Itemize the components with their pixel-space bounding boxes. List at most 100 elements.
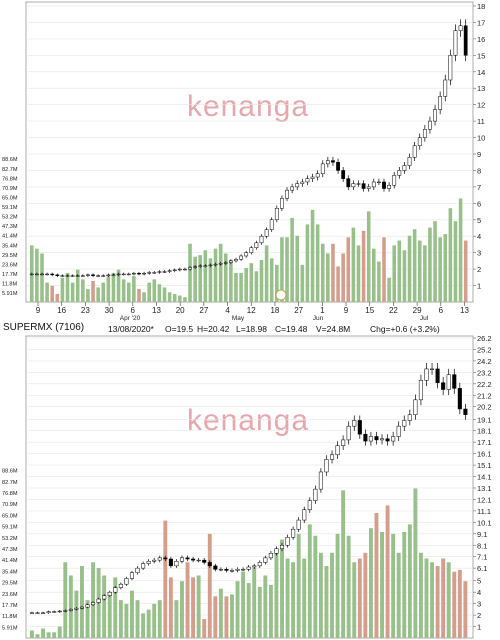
- candle-body: [320, 163, 325, 174]
- candle-body: [244, 252, 249, 257]
- candle-body: [168, 558, 173, 567]
- candle-body: [361, 183, 366, 189]
- candle-body: [80, 275, 85, 277]
- volume-bar: [106, 276, 111, 302]
- candle-body: [46, 611, 51, 614]
- volume-bar: [315, 224, 320, 302]
- candle-body: [79, 606, 84, 609]
- candle-body: [291, 528, 296, 538]
- candle-body: [185, 557, 190, 560]
- volume-bar: [463, 581, 468, 638]
- candle-body: [174, 561, 179, 567]
- volume-bar: [285, 237, 289, 302]
- volume-bar: [111, 272, 116, 302]
- candle-body: [35, 612, 40, 614]
- candle-body: [102, 595, 107, 600]
- volume-bar: [157, 600, 162, 638]
- volume-tick-label: 5.91M: [2, 625, 18, 631]
- price-tick-label: 11.1: [477, 507, 491, 516]
- volume-tick-label: 65.0M: [2, 513, 18, 519]
- candle-body: [458, 25, 463, 31]
- candle-body: [257, 562, 262, 567]
- x-tick-label: 30: [105, 306, 114, 315]
- candle-body: [352, 420, 357, 427]
- candle-body: [228, 260, 233, 263]
- volume-bar: [424, 558, 429, 638]
- volume-tick-label: 23.6M: [2, 262, 18, 268]
- candle-body: [106, 274, 111, 276]
- candle-body: [85, 604, 90, 608]
- candle-body: [259, 235, 264, 244]
- volume-bar: [357, 558, 362, 638]
- volume-bar: [163, 520, 168, 638]
- volume-bar: [336, 266, 340, 302]
- price-tick-label: 16: [477, 35, 485, 44]
- volume-bar: [213, 248, 218, 302]
- candle-body: [75, 275, 80, 277]
- volume-bar: [57, 626, 62, 638]
- candle-body: [324, 459, 329, 473]
- candle-body: [307, 500, 312, 511]
- volume-bar: [102, 575, 107, 638]
- volume-tick-label: 76.8M: [2, 491, 18, 497]
- candle-body: [208, 264, 213, 267]
- price-tick-label: 7: [477, 183, 481, 192]
- volume-tick-label: 70.9M: [2, 502, 18, 508]
- candle-body: [60, 275, 65, 277]
- price-tick-label: 12.1: [477, 495, 492, 504]
- volume-bar: [180, 581, 184, 638]
- volume-bar: [275, 264, 279, 302]
- volume-bar: [269, 258, 274, 302]
- volume-bar: [40, 253, 44, 302]
- volume-bar: [324, 566, 329, 638]
- volume-bar: [330, 552, 334, 638]
- volume-bar: [191, 577, 196, 638]
- candle-body: [183, 268, 187, 271]
- candle-body: [433, 109, 437, 122]
- price-tick-label: 5: [477, 577, 481, 586]
- candle-body: [68, 609, 73, 611]
- volume-bar: [75, 269, 80, 302]
- x-tick-label: 27: [294, 306, 303, 315]
- volume-bar: [423, 245, 427, 302]
- event-marker-icon: [275, 289, 287, 301]
- candle-body: [35, 273, 39, 276]
- volume-bar: [346, 237, 351, 302]
- top-chart: kenanga12345678910111213141516171888.6M8…: [2, 1, 485, 322]
- candle-body: [157, 557, 162, 561]
- candle-body: [422, 129, 427, 138]
- volume-bar: [443, 234, 448, 302]
- candle-body: [172, 269, 177, 272]
- x-tick-label: 9: [344, 306, 349, 315]
- volume-bar: [218, 588, 223, 638]
- candle-body: [387, 184, 391, 189]
- volume-bar: [263, 575, 268, 638]
- candle-body: [235, 569, 240, 571]
- candle-body: [290, 186, 295, 191]
- candle-body: [213, 263, 218, 266]
- volume-bar: [285, 558, 290, 638]
- volume-bar: [457, 569, 462, 638]
- candle-body: [441, 382, 446, 390]
- x-tick-label: 6: [131, 306, 136, 315]
- price-tick-label: 18.1: [477, 427, 492, 436]
- candle-body: [424, 368, 429, 381]
- candle-body: [391, 436, 396, 442]
- volume-bar: [178, 295, 182, 302]
- volume-bar: [196, 575, 201, 638]
- volume-bar: [458, 198, 463, 302]
- candle-body: [356, 183, 361, 185]
- candle-body: [52, 611, 57, 613]
- month-label: May: [232, 315, 245, 322]
- price-tick-label: 4: [477, 232, 481, 241]
- candle-body: [407, 414, 412, 421]
- candle-body: [142, 272, 146, 275]
- volume-bar: [413, 488, 418, 638]
- volume-bar: [188, 243, 192, 302]
- volume-tick-label: 47.3M: [2, 224, 18, 230]
- price-tick-label: 5: [477, 216, 481, 225]
- candle-body: [368, 436, 373, 442]
- volume-bar: [407, 235, 412, 302]
- x-tick-label: 9: [36, 306, 41, 315]
- volume-bar: [152, 279, 157, 302]
